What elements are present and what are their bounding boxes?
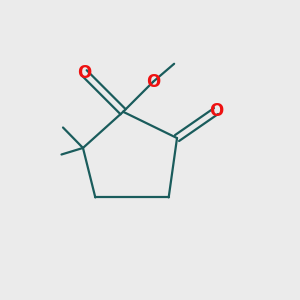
Text: O: O <box>146 73 160 91</box>
Text: O: O <box>209 102 223 120</box>
Text: O: O <box>77 64 91 82</box>
